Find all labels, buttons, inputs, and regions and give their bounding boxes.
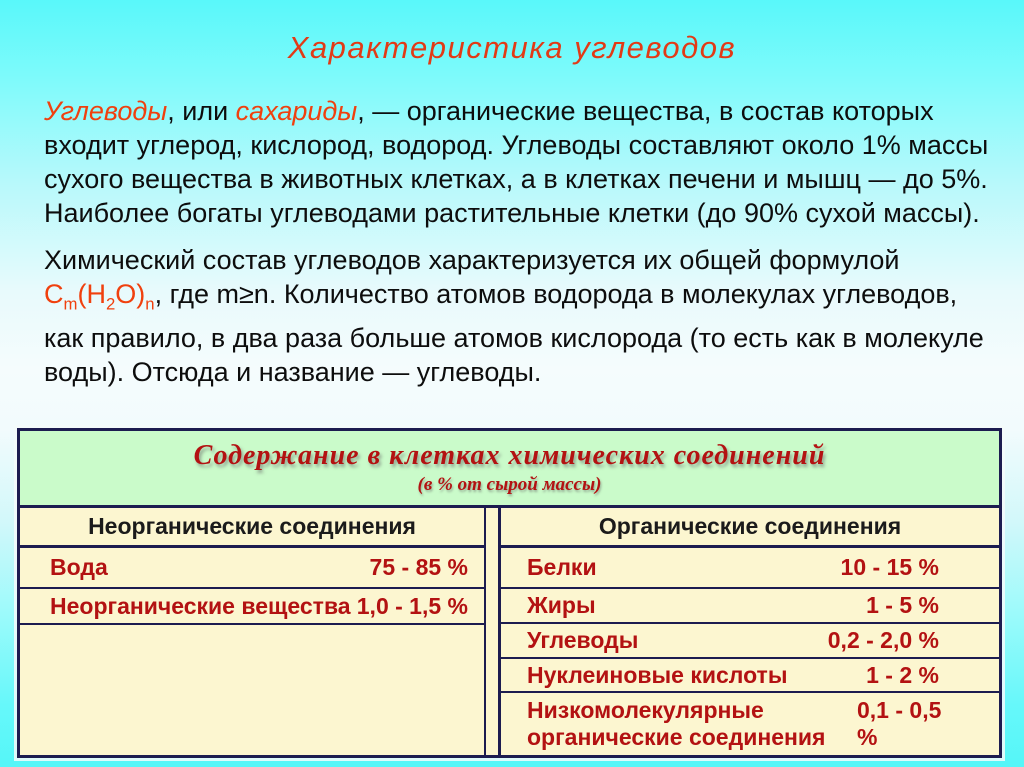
row-value: 0,2 - 2,0 % bbox=[827, 627, 939, 653]
chemistry-paragraph-rest: , где m≥n. Количество атомов водорода в … bbox=[44, 279, 984, 388]
inorganic-column-header: Неорганические соединения bbox=[20, 508, 484, 548]
row-label: Белки bbox=[527, 554, 597, 580]
table-row: Неорганические вещества 1,0 - 1,5 % bbox=[20, 589, 484, 625]
intro-paragraph-mid: , или bbox=[167, 96, 236, 126]
term-saccharides: сахариды bbox=[235, 96, 358, 126]
intro-paragraph-rest: , — органические вещества, в состав кото… bbox=[44, 96, 989, 228]
formula-sub-2: 2 bbox=[105, 294, 116, 314]
table-title-block: Содержание в клетках химических соединен… bbox=[20, 431, 999, 508]
table-row: Низкомолекулярные органические соединени… bbox=[501, 693, 999, 757]
column-divider bbox=[486, 508, 498, 755]
table-row: Жиры 1 - 5 % bbox=[501, 589, 999, 624]
table-row: Белки 10 - 15 % bbox=[501, 548, 999, 589]
table-title: Содержание в клетках химических соединен… bbox=[193, 440, 826, 471]
table-row: Вода 75 - 85 % bbox=[20, 548, 484, 589]
chemistry-paragraph-lead: Химический состав углеводов характеризуе… bbox=[44, 245, 900, 275]
row-label: Низкомолекулярные органические соединени… bbox=[527, 697, 826, 750]
inorganic-column: Неорганические соединения Вода 75 - 85 %… bbox=[20, 508, 486, 755]
row-value: 1,0 - 1,5 % bbox=[356, 592, 468, 619]
row-value: 1 - 5 % bbox=[866, 592, 939, 618]
row-label: Вода bbox=[50, 554, 108, 580]
composition-table: Содержание в клетках химических соединен… bbox=[17, 428, 1002, 758]
page-title: Характеристика углеводов bbox=[287, 30, 737, 65]
table-subtitle: (в % от сырой массы) bbox=[417, 474, 602, 495]
row-value: 1 - 2 % bbox=[866, 661, 939, 688]
term-carbohydrates: Углеводы bbox=[44, 96, 168, 126]
table-row: Нуклеиновые кислоты 1 - 2 % bbox=[501, 659, 999, 693]
row-value: 0,1 - 0,5 % bbox=[857, 697, 942, 750]
formula-sub-n: n bbox=[145, 294, 155, 314]
empty-cell bbox=[20, 625, 484, 755]
table-columns: Неорганические соединения Вода 75 - 85 %… bbox=[20, 508, 999, 755]
chemistry-paragraph: Химический состав углеводов характеризуе… bbox=[44, 243, 996, 389]
row-label: Нуклеиновые кислоты bbox=[527, 661, 788, 688]
organic-column-header: Органические соединения bbox=[501, 508, 999, 548]
formula-sub-m: m bbox=[63, 294, 78, 314]
organic-column: Органические соединения Белки 10 - 15 % … bbox=[498, 508, 999, 755]
slide-body-text: Углеводы, или сахариды, — органические в… bbox=[44, 94, 996, 402]
table-row: Углеводы 0,2 - 2,0 % bbox=[501, 624, 999, 659]
chemical-formula: Cm(H2O)n bbox=[44, 279, 155, 314]
row-value: 10 - 15 % bbox=[840, 554, 939, 580]
intro-paragraph: Углеводы, или сахариды, — органические в… bbox=[44, 94, 996, 230]
row-value: 75 - 85 % bbox=[369, 554, 468, 580]
row-label: Углеводы bbox=[527, 627, 639, 653]
row-label: Жиры bbox=[527, 592, 596, 618]
row-label: Неорганические вещества bbox=[50, 592, 351, 619]
